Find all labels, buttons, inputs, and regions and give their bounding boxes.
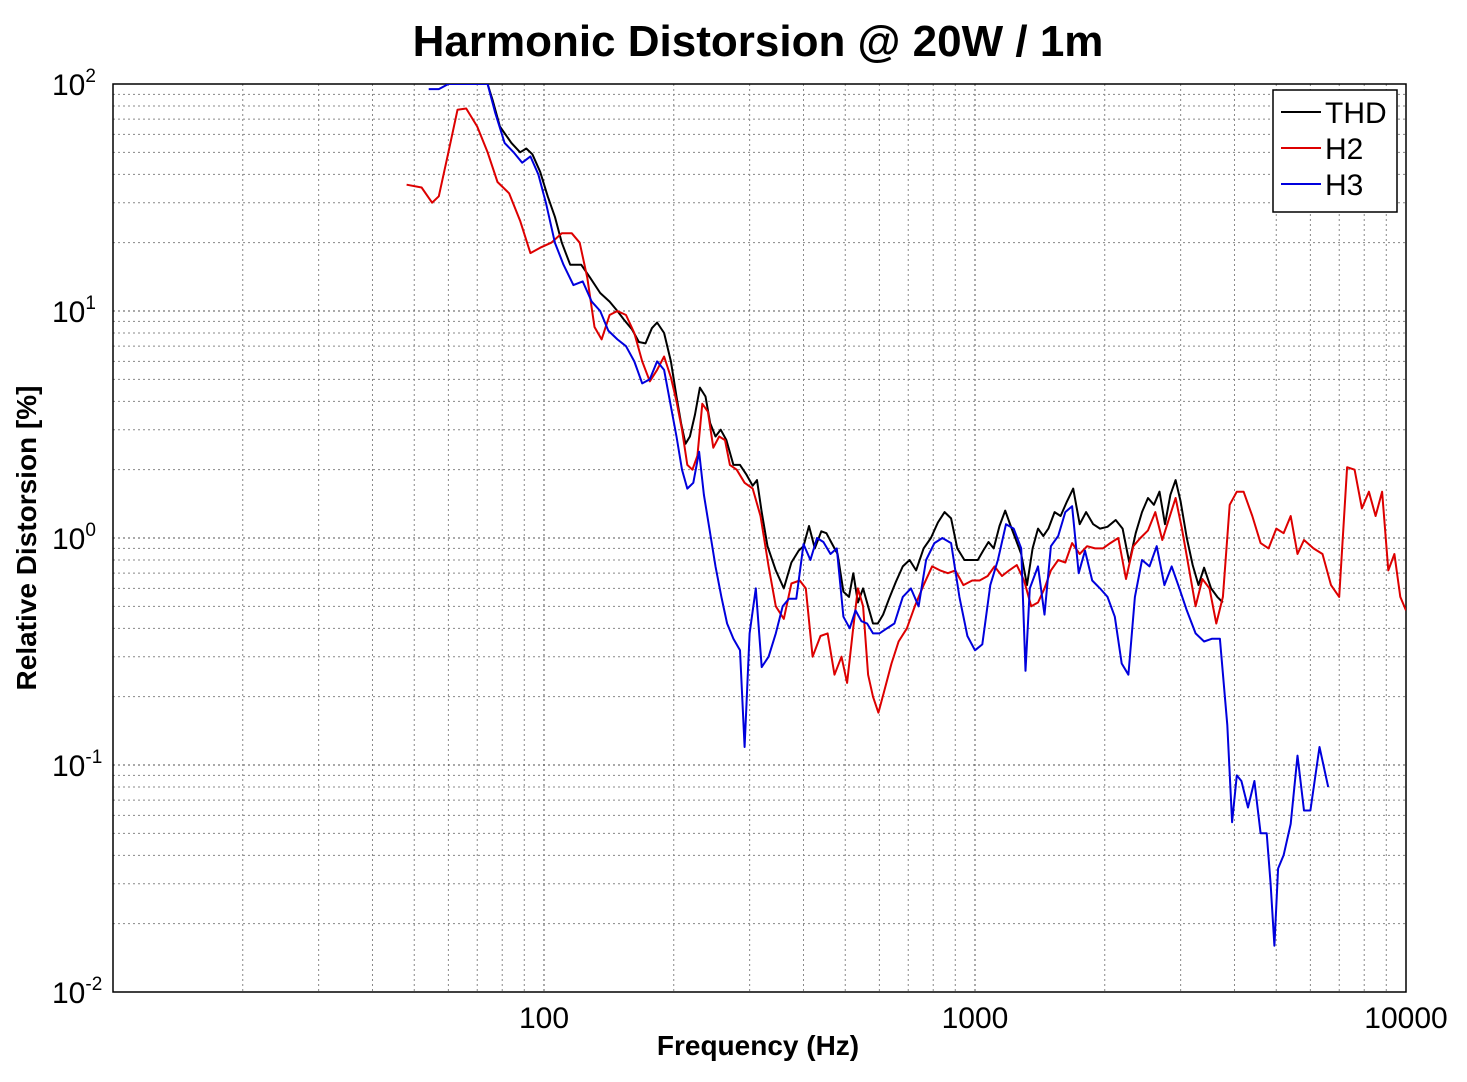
chart-title: Harmonic Distorsion @ 20W / 1m [413, 17, 1104, 66]
series-group [406, 84, 1406, 947]
series-line-thd [486, 84, 1224, 625]
tick-labels: 100 1000 10000 10-2 10-1 100 101 102 [52, 66, 1448, 1035]
grid-lines [113, 84, 1406, 992]
y-axis-label: Relative Distorsion [%] [11, 386, 42, 691]
y-tick-label: 102 [52, 66, 96, 102]
legend-box [1272, 89, 1398, 213]
y-tick-label: 101 [52, 293, 96, 329]
y-tick-label: 10-2 [52, 974, 102, 1010]
plot-area-frame [112, 83, 1407, 993]
series-line-h3 [428, 84, 1330, 947]
legend-label-h2: H2 [1325, 133, 1363, 166]
legend-label-thd: THD [1325, 97, 1387, 130]
legend-label-h3: H3 [1325, 169, 1363, 202]
x-axis-label: Frequency (Hz) [657, 1030, 859, 1061]
y-tick-label: 100 [52, 520, 96, 556]
y-tick-label: 10-1 [52, 747, 102, 783]
x-tick-label: 100 [519, 1002, 569, 1035]
x-tick-label: 1000 [942, 1002, 1009, 1035]
series-line-h2 [406, 107, 1406, 714]
x-tick-label: 10000 [1364, 1002, 1447, 1035]
